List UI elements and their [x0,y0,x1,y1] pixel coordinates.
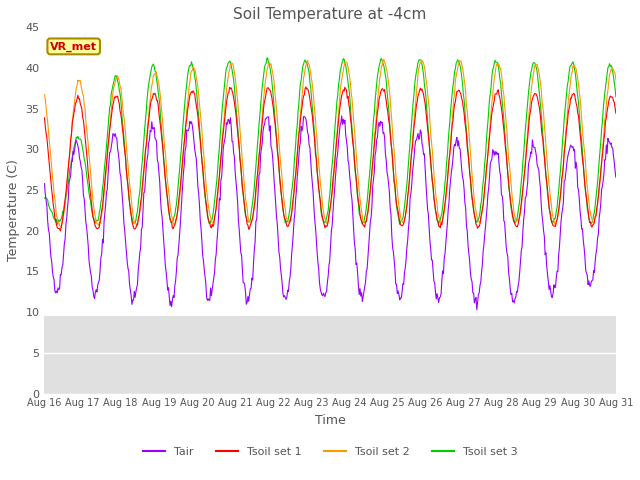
Text: VR_met: VR_met [50,41,97,51]
Legend: Tair, Tsoil set 1, Tsoil set 2, Tsoil set 3: Tair, Tsoil set 1, Tsoil set 2, Tsoil se… [138,443,522,461]
Y-axis label: Temperature (C): Temperature (C) [7,159,20,262]
Bar [45,27,616,316]
X-axis label: Time: Time [315,414,346,427]
Title: Soil Temperature at -4cm: Soil Temperature at -4cm [234,7,427,22]
